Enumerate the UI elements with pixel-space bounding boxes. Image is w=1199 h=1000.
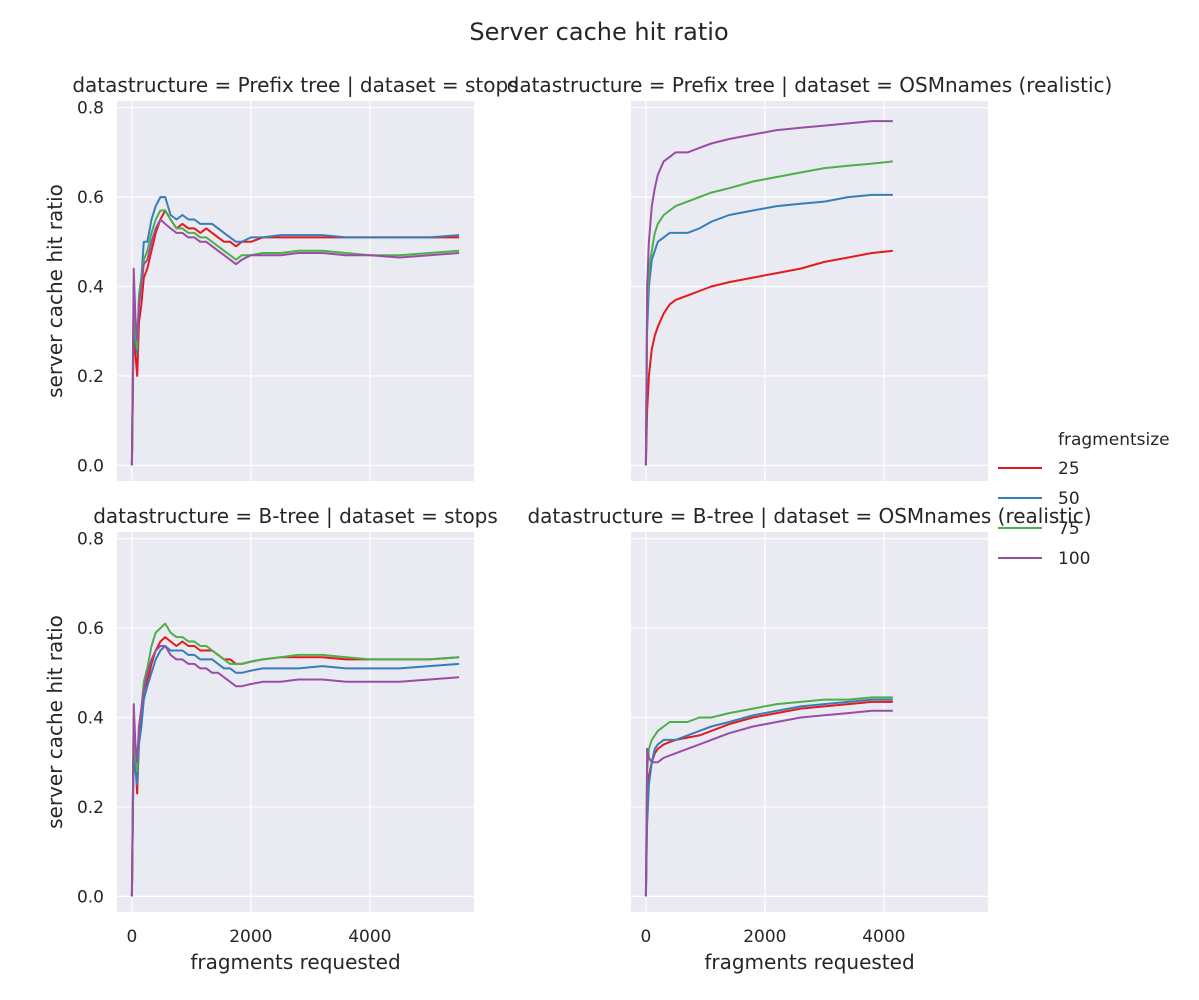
x-tick-label: 0 — [640, 927, 651, 947]
plot-area — [117, 101, 474, 481]
series-line-100 — [644, 709, 893, 897]
panel-0: datastructure = Prefix tree | dataset = … — [43, 73, 519, 481]
x-tick-label: 2000 — [229, 927, 272, 947]
panel-title: datastructure = Prefix tree | dataset = … — [507, 73, 1113, 97]
y-tick-label: 0.6 — [77, 188, 104, 208]
y-axis-label: server cache hit ratio — [43, 184, 67, 398]
panel-title: datastructure = Prefix tree | dataset = … — [72, 73, 518, 97]
panel-title: datastructure = B-tree | dataset = stops — [93, 504, 498, 528]
x-tick-label: 0 — [126, 927, 137, 947]
y-tick-label: 0.8 — [77, 530, 104, 550]
series-line-100 — [130, 645, 460, 897]
y-tick-label: 0.6 — [77, 619, 104, 639]
legend-label-25: 25 — [1058, 459, 1080, 479]
legend: fragmentsize 25 50 75 100 — [998, 430, 1170, 569]
y-tick-label: 0.4 — [77, 709, 104, 729]
panel-2: datastructure = B-tree | dataset = stops… — [43, 504, 498, 974]
x-tick-label: 4000 — [348, 927, 391, 947]
x-tick-label: 4000 — [862, 927, 905, 947]
y-tick-label: 0.2 — [77, 798, 104, 818]
series-line-50 — [644, 193, 893, 466]
figure-title: Server cache hit ratio — [469, 18, 728, 46]
legend-label-75: 75 — [1058, 519, 1080, 539]
panel-1: datastructure = Prefix tree | dataset = … — [507, 73, 1113, 481]
series-line-75 — [644, 696, 893, 897]
series-line-100 — [644, 120, 893, 466]
series-line-75 — [644, 160, 893, 466]
series-line-50 — [130, 645, 460, 897]
panels: datastructure = Prefix tree | dataset = … — [43, 73, 1112, 974]
series-line-100 — [130, 218, 460, 466]
y-tick-label: 0.4 — [77, 278, 104, 298]
x-axis-label: fragments requested — [190, 950, 400, 974]
legend-label-100: 100 — [1058, 549, 1090, 569]
y-tick-label: 0.0 — [77, 887, 104, 907]
y-tick-label: 0.2 — [77, 367, 104, 387]
x-tick-label: 2000 — [743, 927, 786, 947]
panel-3: datastructure = B-tree | dataset = OSMna… — [527, 504, 1091, 974]
series-line-25 — [130, 209, 460, 466]
plot-area — [631, 532, 988, 912]
panel-title: datastructure = B-tree | dataset = OSMna… — [527, 504, 1091, 528]
y-tick-label: 0.8 — [77, 99, 104, 119]
series-line-25 — [644, 249, 893, 466]
series-line-50 — [644, 698, 893, 897]
plot-area — [631, 101, 988, 481]
y-axis-label: server cache hit ratio — [43, 615, 67, 829]
series-line-50 — [130, 196, 460, 466]
plot-area — [117, 532, 474, 912]
y-tick-label: 0.0 — [77, 456, 104, 476]
legend-label-50: 50 — [1058, 489, 1080, 509]
x-axis-label: fragments requested — [704, 950, 914, 974]
legend-title: fragmentsize — [1058, 430, 1170, 450]
